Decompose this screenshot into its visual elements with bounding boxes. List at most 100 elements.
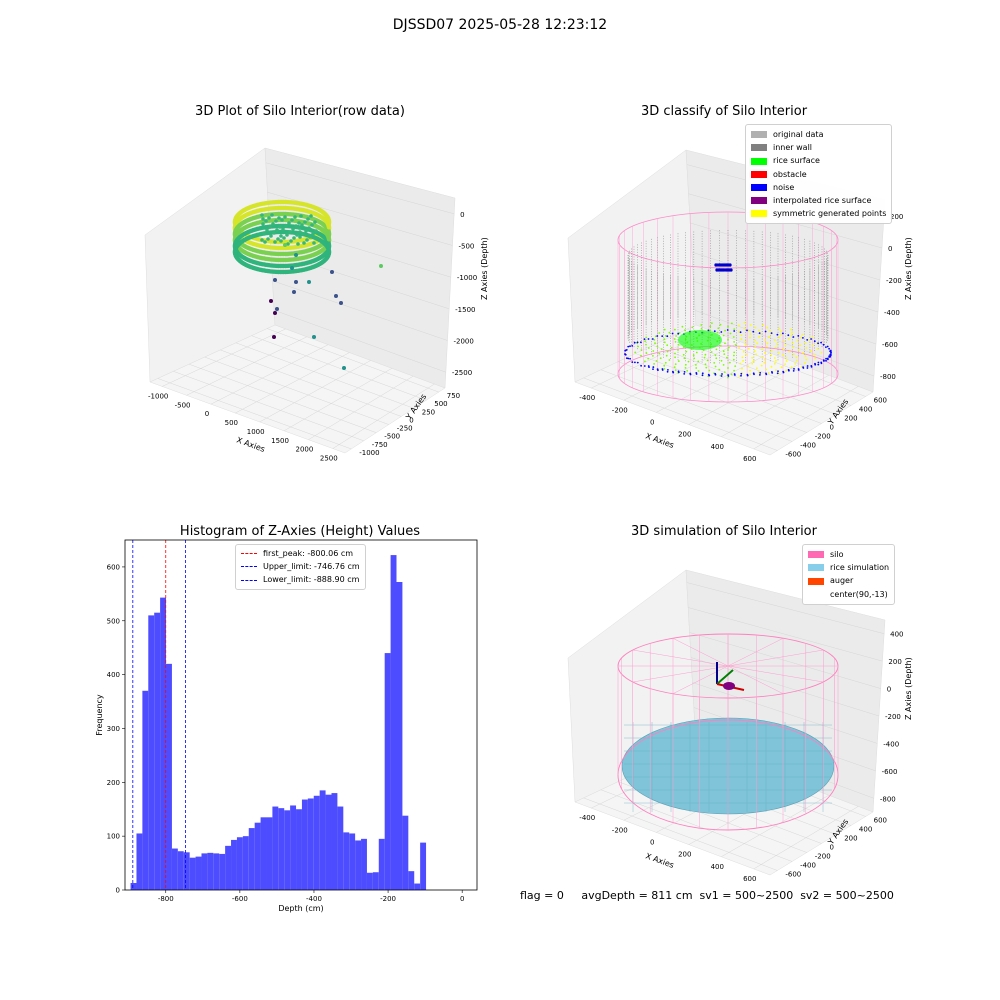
point bbox=[277, 216, 281, 220]
histogram-ylabel: Frequency bbox=[95, 694, 104, 736]
point bbox=[279, 239, 283, 243]
panel2-zlabel: Z Axies (Depth) bbox=[904, 237, 913, 300]
surface-point bbox=[674, 352, 676, 355]
auger-axis-y bbox=[716, 669, 734, 685]
noise-point bbox=[677, 371, 680, 374]
noise-point bbox=[701, 374, 704, 377]
noise-point bbox=[776, 372, 779, 375]
grid-line bbox=[635, 353, 822, 424]
silo-roof-spoke bbox=[632, 649, 729, 667]
histogram-bar bbox=[260, 817, 267, 890]
surface-point bbox=[726, 356, 728, 359]
surface-point bbox=[813, 353, 815, 356]
grid-line bbox=[259, 360, 371, 423]
point bbox=[283, 243, 287, 247]
panel4-title: 3D simulation of Silo Interior bbox=[631, 524, 817, 539]
histogram-bar bbox=[325, 794, 332, 890]
surface-point bbox=[722, 334, 725, 337]
panel1-ticks: -1000-50005001000150020002500-1000-750-5… bbox=[148, 211, 477, 463]
histogram-bar bbox=[278, 808, 285, 890]
surface-point bbox=[775, 359, 777, 362]
surface-point bbox=[665, 354, 668, 357]
surface-point bbox=[800, 336, 802, 339]
x-tick-label: 0 bbox=[460, 895, 464, 903]
point bbox=[308, 235, 312, 239]
noise-point bbox=[626, 357, 628, 360]
point bbox=[326, 243, 332, 248]
legend-swatch bbox=[751, 144, 767, 152]
point bbox=[284, 224, 288, 228]
surface-point bbox=[674, 363, 677, 365]
noise-point bbox=[828, 356, 831, 358]
surface-point bbox=[732, 336, 735, 338]
y-tick-label: 200 bbox=[844, 835, 857, 843]
surface-point bbox=[727, 346, 730, 349]
surface-point bbox=[737, 331, 740, 333]
noise-point bbox=[701, 372, 704, 375]
surface-point bbox=[758, 335, 761, 338]
x-tick-label: 200 bbox=[678, 431, 691, 439]
point bbox=[339, 301, 343, 305]
point bbox=[273, 240, 277, 244]
legend-swatch bbox=[808, 577, 824, 585]
surface-point bbox=[645, 343, 647, 346]
surface-point bbox=[704, 363, 707, 366]
y-tick-label: 500 bbox=[434, 400, 447, 408]
histogram-bar bbox=[219, 853, 226, 890]
z-tick-label: -600 bbox=[882, 768, 898, 776]
surface-point bbox=[751, 356, 754, 359]
panel4-ticks: -400-2000200400600-600-400-2000200400600… bbox=[579, 631, 903, 883]
y-tick-label: -1000 bbox=[359, 449, 379, 457]
histogram-bar bbox=[254, 822, 261, 890]
histogram-bar bbox=[189, 857, 196, 890]
z-tick-label: -200 bbox=[886, 277, 902, 285]
noise-point bbox=[825, 346, 827, 348]
surface-point bbox=[735, 344, 737, 346]
point bbox=[269, 234, 273, 238]
panel2-title: 3D classify of Silo Interior bbox=[640, 104, 808, 119]
noise-point bbox=[787, 334, 790, 337]
panel1-zlabel: Z Axies (Depth) bbox=[480, 237, 489, 300]
point bbox=[298, 235, 302, 239]
noise-point bbox=[810, 338, 812, 340]
noise-point bbox=[713, 330, 716, 333]
x-tick-label: 1000 bbox=[247, 428, 265, 436]
noise-point bbox=[652, 366, 655, 368]
noise-point bbox=[624, 353, 626, 355]
grid-line bbox=[204, 356, 389, 425]
panel3-plot: -800 -600 -400 -200 0 0 100 200 300 400 500 600 Dep… bbox=[95, 539, 478, 913]
surface-point bbox=[820, 351, 823, 354]
surface-point bbox=[749, 369, 751, 372]
point bbox=[260, 213, 264, 217]
grid-line bbox=[583, 797, 778, 871]
legend-item-upper-limit: Upper_limit: -746.76 cm bbox=[241, 560, 360, 573]
noise-point bbox=[652, 368, 654, 370]
y-tick-label: 250 bbox=[422, 408, 435, 416]
surface-point bbox=[683, 357, 686, 360]
surface-point bbox=[733, 351, 736, 354]
surface-point bbox=[776, 343, 778, 345]
surface-point bbox=[666, 350, 669, 353]
z-tick-label: -800 bbox=[880, 795, 896, 803]
z-tick-label: -2000 bbox=[454, 338, 474, 346]
point bbox=[292, 290, 296, 294]
surface-point bbox=[738, 347, 740, 349]
surface-point bbox=[644, 360, 646, 363]
surface-point bbox=[787, 337, 790, 340]
noise-point bbox=[727, 375, 730, 377]
y-tick-label: -200 bbox=[815, 853, 831, 861]
grid-line bbox=[690, 657, 880, 717]
surface-point bbox=[729, 332, 732, 335]
surface-point bbox=[783, 340, 785, 343]
grid-line bbox=[270, 251, 450, 310]
surface-point bbox=[695, 364, 697, 366]
z-tick-label: 200 bbox=[888, 658, 901, 666]
surface-point bbox=[668, 331, 671, 334]
z-tick-label: -500 bbox=[459, 243, 475, 251]
legend-item-obstacle: obstacle bbox=[751, 168, 886, 181]
histogram-bar bbox=[130, 883, 137, 890]
surface-point bbox=[810, 350, 812, 352]
point bbox=[312, 241, 316, 245]
point bbox=[279, 234, 283, 238]
surface-point bbox=[745, 353, 747, 356]
